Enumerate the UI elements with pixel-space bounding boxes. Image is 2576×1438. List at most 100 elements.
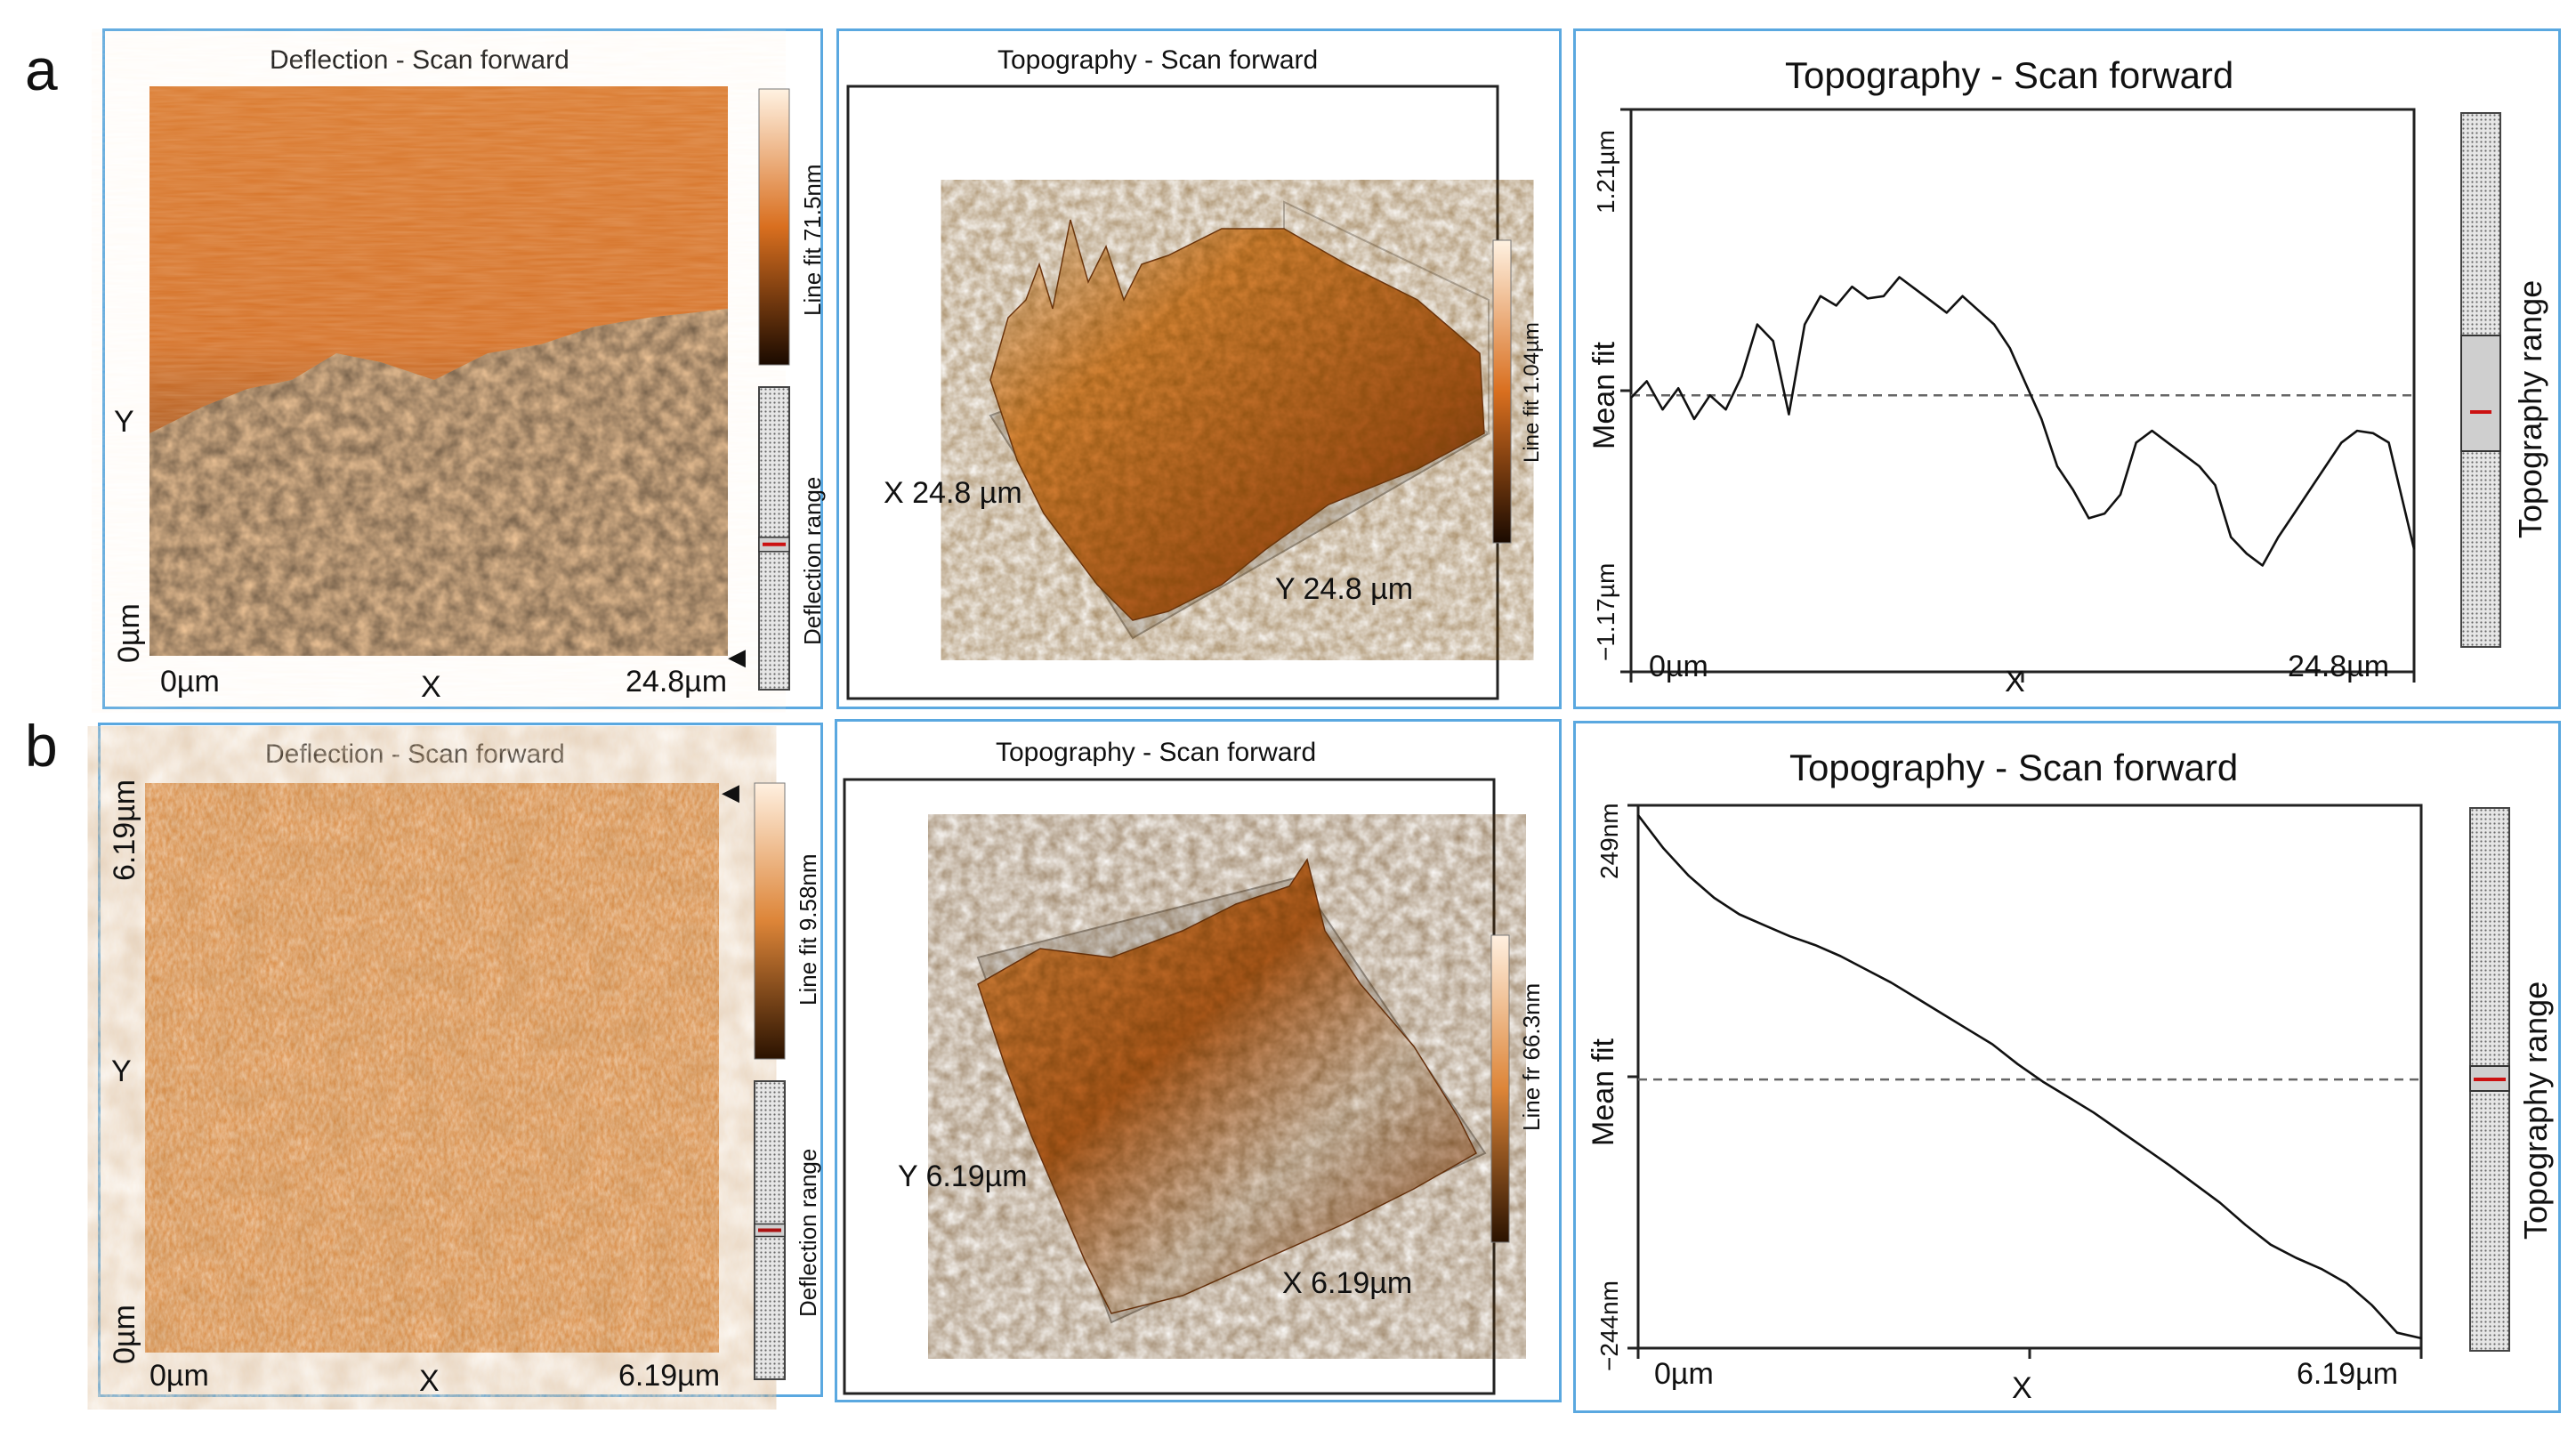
profile-point-36: [2198, 465, 2201, 467]
profile-point-39: [2246, 553, 2248, 555]
profile-point-22: [2193, 1183, 2196, 1185]
deflection-y-label-a: Y: [114, 405, 134, 439]
profile-point-17: [1898, 276, 1901, 279]
topography3d-surface-b-noise: [978, 860, 1476, 1313]
profile-point-6: [1789, 935, 1791, 938]
panel-letter-a: a: [25, 36, 58, 102]
deflection-image-b-shade: [145, 783, 719, 1353]
profile-series-line: [1636, 814, 2422, 1340]
profile-point-21: [1961, 295, 1964, 297]
scan-pointer-icon-b: ◀: [722, 779, 739, 805]
panel-letter-b: b: [25, 713, 58, 779]
profile-panel-b: Topography - Scan forward Mean fit 249nm…: [1573, 721, 2561, 1413]
profile-chart-b: [1627, 804, 2423, 1359]
topography3d-colorbar-label-b: Line fr 66.3nm: [1518, 982, 1545, 1131]
profile-point-24: [2009, 347, 2011, 350]
profile-point-26: [2295, 1256, 2297, 1259]
profile-point-19: [1930, 300, 1932, 302]
profile-point-1: [1662, 847, 1665, 850]
profile-point-30: [2396, 1331, 2398, 1334]
profile-point-9: [1865, 968, 1867, 971]
profile-ymin-b: −244nm: [1595, 1280, 1623, 1371]
deflection-x-start-b: 0µm: [149, 1359, 209, 1393]
deflection-x-end-b: 6.19µm: [618, 1359, 721, 1393]
profile-point-25: [2024, 383, 2027, 384]
profile-point-21: [2168, 1164, 2170, 1167]
profile-point-13: [1835, 304, 1837, 307]
profile-point-49: [2413, 548, 2415, 550]
profile-point-20: [1946, 311, 1948, 314]
profile-point-4: [1738, 913, 1740, 916]
deflection-title-a: Deflection - Scan forward: [270, 45, 569, 75]
topography-range-window-a: [2460, 335, 2501, 452]
plot-frame: [1629, 108, 2416, 674]
topography3d-panel-a: Topography - Scan forward X 24.8 µm Y 24…: [836, 28, 1562, 709]
profile-point-37: [2214, 484, 2217, 487]
profile-point-24: [2244, 1224, 2247, 1226]
deflection-x-label-b: X: [419, 1364, 440, 1398]
profile-point-12: [1941, 1013, 1942, 1014]
profile-xstart-a: 0µm: [1649, 650, 1708, 683]
deflection-y-end-b: 6.19µm: [108, 779, 141, 881]
deflection-x-label-a: X: [421, 670, 441, 704]
range-bar-b: [754, 1080, 786, 1380]
profile-point-30: [2104, 513, 2106, 514]
colorbar-b-fill: [754, 782, 786, 1060]
profile-ymax-a: 1.21µm: [1592, 130, 1619, 214]
profile-point-38: [2230, 536, 2232, 538]
range-label-a: Deflection range: [799, 476, 826, 645]
profile-point-42: [2293, 513, 2295, 514]
profile-ylabel-a: Mean fit: [1587, 342, 1621, 449]
profile-ylabel-b: Mean fit: [1587, 1038, 1620, 1146]
profile-point-11: [1804, 323, 1805, 326]
profile-point-33: [2151, 430, 2153, 432]
topography3d-title-b: Topography - Scan forward: [996, 738, 1317, 767]
profile-point-2: [1661, 408, 1664, 411]
profile-point-11: [1915, 997, 1918, 999]
topography-range-label-a: Topography range: [2512, 279, 2548, 538]
topography3d-axis2-a: Y 24.8 µm: [1275, 572, 1414, 606]
profile-ymin-a: −1.17µm: [1592, 562, 1619, 661]
profile-point-45: [2340, 441, 2343, 444]
topography-range-label-b: Topography range: [2517, 981, 2554, 1240]
topography3d-frame-b: [843, 778, 1496, 1395]
profile-point-15: [2016, 1062, 2019, 1065]
topography3d-axis1-b: Y 6.19µm: [898, 1159, 1028, 1193]
profile-xstart-b: 0µm: [1654, 1357, 1714, 1391]
profile-point-0: [1637, 814, 1639, 816]
profile-point-12: [1820, 295, 1821, 297]
colorbar-a-fill: [758, 88, 790, 366]
profile-point-25: [2270, 1243, 2272, 1246]
profile-point-28: [2346, 1282, 2347, 1284]
profile-point-43: [2309, 489, 2311, 491]
colorbar-b: [754, 782, 786, 1060]
profile-xend-a: 24.8µm: [2288, 650, 2390, 683]
topography3d-axis1-a: X 24.8 µm: [884, 476, 1022, 510]
scan-pointer-icon-a: ◀: [728, 643, 746, 670]
profile-point-10: [1788, 413, 1790, 416]
profile-point-46: [2356, 430, 2358, 432]
profile-point-35: [2183, 453, 2184, 456]
range-bar-a: [758, 386, 790, 691]
profile-chart-a: [1620, 108, 2416, 683]
deflection-image-a: [149, 86, 728, 656]
profile-point-5: [1708, 394, 1711, 397]
profile-point-27: [2320, 1268, 2322, 1270]
deflection-y-label-b: Y: [111, 1054, 132, 1088]
profile-title-b: Topography - Scan forward: [1789, 747, 2239, 788]
profile-point-2: [1688, 875, 1690, 877]
profile-point-28: [2071, 489, 2074, 491]
deflection-x-end-a: 24.8µm: [626, 665, 728, 699]
profile-point-27: [2056, 465, 2058, 467]
profile-point-16: [1883, 295, 1885, 297]
profile-point-44: [2324, 465, 2327, 467]
profile-series-line: [1630, 276, 2416, 567]
profile-point-0: [1630, 397, 1632, 399]
profile-point-17: [2067, 1096, 2070, 1098]
profile-panel-a: Topography - Scan forward Mean fit 1.21µ…: [1573, 28, 2561, 709]
topography3d-surface-a-noise: [990, 220, 1484, 620]
topography3d-colorbar-a: [1492, 239, 1512, 544]
deflection-y-start-b: 0µm: [108, 1305, 141, 1364]
topography3d-colorbar-b-fill: [1490, 934, 1510, 1243]
profile-point-23: [2219, 1201, 2221, 1204]
